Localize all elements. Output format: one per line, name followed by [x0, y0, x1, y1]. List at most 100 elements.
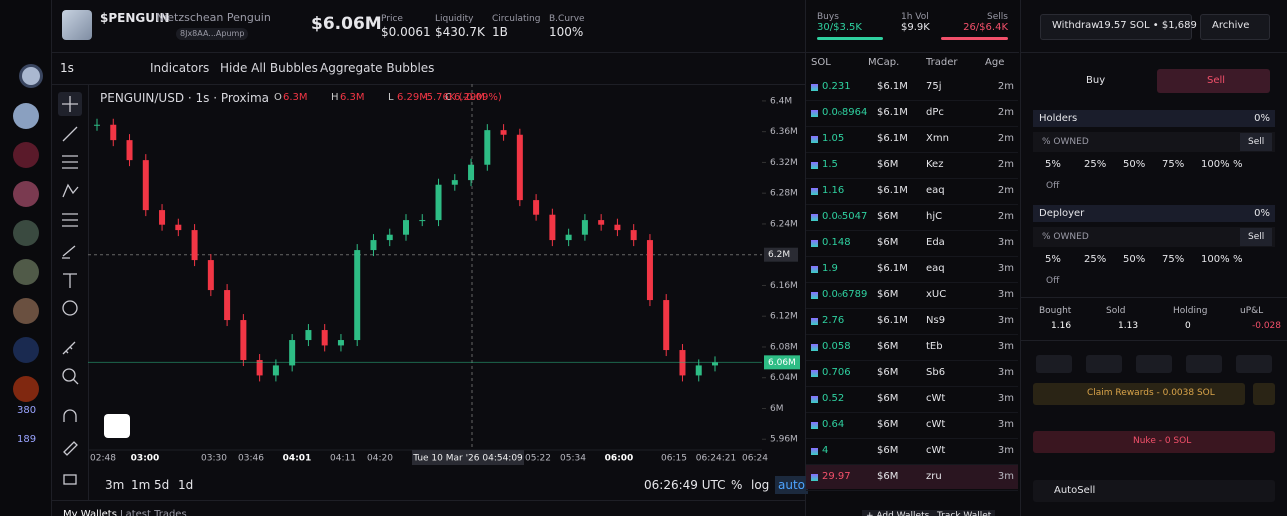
preset[interactable]: 25%	[1084, 159, 1107, 170]
preset[interactable]: %	[1233, 159, 1243, 170]
x-tick-label: 06:00	[605, 454, 634, 464]
owned-sell: Sell	[1248, 232, 1265, 242]
pencil-tool[interactable]	[63, 441, 78, 456]
track-wallet[interactable]: Track Wallet	[933, 510, 996, 516]
wallet-avatar[interactable]	[13, 103, 39, 129]
wallet-avatar[interactable]	[13, 142, 39, 168]
trade-row-line	[806, 334, 1018, 335]
crosshair-tool[interactable]	[62, 96, 78, 112]
candle	[614, 224, 621, 231]
range[interactable]: 1d	[178, 478, 194, 492]
preset[interactable]: 100%	[1201, 159, 1230, 170]
x-tick-label: 06:15	[661, 454, 687, 464]
toolbar-item[interactable]: Aggregate Bubbles	[320, 61, 435, 75]
chart-option[interactable]: log	[751, 478, 770, 492]
preset[interactable]: %	[1233, 254, 1243, 265]
action-icon[interactable]	[1136, 355, 1172, 373]
preset[interactable]: 75%	[1162, 159, 1185, 170]
range[interactable]: 3m	[105, 478, 125, 492]
trade-sol: 0.058	[822, 341, 851, 352]
toggle[interactable]: Off	[1046, 181, 1060, 191]
autosell-bg[interactable]	[1033, 480, 1275, 502]
tab-buy[interactable]: Buy	[1086, 75, 1106, 86]
trade-sol: 1.9	[822, 263, 838, 274]
channel-tool[interactable]	[62, 155, 78, 169]
tab-sell-bg[interactable]	[1157, 69, 1270, 93]
sell-btn[interactable]	[1240, 228, 1272, 246]
wallet-avatar[interactable]	[13, 220, 39, 246]
trade-row-line	[806, 308, 1018, 309]
buys-bar	[817, 37, 883, 40]
stat-value: 0	[1185, 321, 1191, 331]
sidebar	[0, 0, 52, 516]
sol-icon	[811, 422, 818, 429]
bottom-tab[interactable]: Latest Trades	[120, 509, 187, 516]
ohlc-value: 6.29M	[397, 92, 428, 103]
candle	[337, 340, 344, 346]
archive-btn[interactable]	[1200, 14, 1270, 40]
preset[interactable]: 75%	[1162, 254, 1185, 265]
candle	[94, 124, 100, 126]
clock: 06:26:49 UTC	[644, 478, 726, 492]
line-tool[interactable]	[62, 126, 78, 142]
lock-tool[interactable]	[63, 474, 77, 485]
range[interactable]: 5d	[154, 478, 170, 492]
candle	[272, 365, 279, 376]
pattern-tool[interactable]	[62, 183, 79, 198]
preset[interactable]: 100%	[1201, 254, 1230, 265]
trade-mcap: $6M	[877, 367, 899, 378]
trade-trader: hjC	[926, 211, 943, 222]
wallet-avatar[interactable]	[13, 181, 39, 207]
preset[interactable]: 5%	[1045, 254, 1061, 265]
wallet-avatar[interactable]	[13, 259, 39, 285]
ohlc-key: O	[274, 92, 282, 103]
zoom-tool[interactable]	[62, 368, 76, 382]
bottom-tab[interactable]: My Wallets	[63, 509, 117, 516]
fib-tool[interactable]	[62, 213, 78, 227]
preset[interactable]: 25%	[1084, 254, 1107, 265]
trade-sol: 1.05	[822, 133, 845, 144]
wallet-avatar[interactable]	[13, 337, 39, 363]
buys-label: Buys	[817, 12, 839, 22]
sell-btn[interactable]	[1240, 133, 1272, 151]
ruler-tool[interactable]	[62, 341, 76, 355]
candle	[305, 330, 312, 341]
preset[interactable]: 5%	[1045, 159, 1061, 170]
add-wallets[interactable]: + Add Wallets	[862, 510, 934, 516]
candle	[289, 340, 296, 366]
x-tick-label: 02:48	[90, 454, 116, 464]
nuke-bg[interactable]	[1033, 431, 1275, 453]
brush-tool[interactable]	[62, 245, 76, 259]
action-icon[interactable]	[1036, 355, 1072, 373]
interval[interactable]: 1s	[60, 61, 74, 75]
trade-mcap: $6M	[877, 211, 899, 222]
preset[interactable]: 50%	[1123, 159, 1146, 170]
withdraw-btn[interactable]	[1040, 14, 1192, 40]
toolbar-item[interactable]: Indicators	[150, 61, 210, 75]
wallet-avatar[interactable]	[13, 376, 39, 402]
token-logo	[62, 10, 92, 40]
wallet-avatar[interactable]	[13, 298, 39, 324]
owned-row	[1033, 227, 1275, 247]
trade-sol: 0.706	[822, 367, 851, 378]
x-tick-label: 03:46	[238, 454, 264, 464]
emoji-tool[interactable]	[62, 300, 78, 316]
range[interactable]: 1m	[131, 478, 151, 492]
magnet-tool[interactable]	[63, 409, 77, 422]
toggle[interactable]: Off	[1046, 276, 1060, 286]
chart-option[interactable]: auto	[775, 476, 809, 494]
claim: Claim Rewards - 0.0038 SOL	[1087, 388, 1215, 398]
action-icon[interactable]	[1186, 355, 1222, 373]
text-tool[interactable]	[63, 273, 77, 288]
column-header: Age	[985, 57, 1005, 68]
chart-option[interactable]: %	[731, 478, 743, 492]
toolbar-item[interactable]: Hide All Bubbles	[220, 61, 318, 75]
action-icon[interactable]	[1236, 355, 1272, 373]
claim-bg[interactable]	[1033, 383, 1245, 405]
claim-icon[interactable]	[1253, 383, 1275, 405]
action-icon[interactable]	[1086, 355, 1122, 373]
trade-trader: Sb6	[926, 367, 946, 378]
trade-trader: Xmn	[926, 133, 949, 144]
preset[interactable]: 50%	[1123, 254, 1146, 265]
